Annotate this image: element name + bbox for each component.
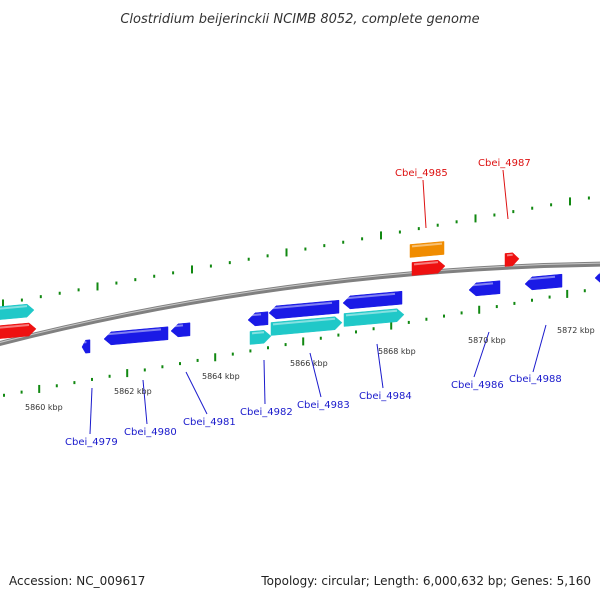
gene-feature[interactable] xyxy=(170,322,191,338)
gene-feature[interactable] xyxy=(103,326,169,346)
gene-label[interactable]: Cbei_4987 xyxy=(478,158,531,169)
map-title: Clostridium beijerinckii NCIMB 8052, com… xyxy=(120,12,479,27)
gene-feature-shine xyxy=(413,261,439,266)
gene-feature-shine xyxy=(270,301,333,310)
gene-feature[interactable] xyxy=(247,311,269,327)
gene-label[interactable]: Cbei_4985 xyxy=(395,168,448,179)
gene-feature-shine xyxy=(344,292,396,300)
gene-label[interactable]: Cbei_4983 xyxy=(297,400,350,411)
leader-line xyxy=(185,371,208,415)
gene-feature[interactable] xyxy=(411,259,446,276)
leader-line xyxy=(473,331,490,378)
genome-summary-text: Topology: circular; Length: 6,000,632 bp… xyxy=(261,574,591,588)
gene-feature-shine xyxy=(411,242,443,248)
gene-feature-shine xyxy=(0,305,28,310)
gene-label[interactable]: Cbei_4980 xyxy=(124,427,177,438)
outer-tick-track xyxy=(2,196,590,308)
gene-feature-shine xyxy=(345,309,398,317)
gene-feature-shine xyxy=(105,328,162,336)
leader-line xyxy=(532,324,547,373)
leader-line xyxy=(502,169,509,220)
gene-label[interactable]: Cbei_4979 xyxy=(65,437,118,448)
coordinate-label: 5868 kbp xyxy=(378,347,416,356)
coordinate-label: 5860 kbp xyxy=(25,403,63,412)
gene-label[interactable]: Cbei_4986 xyxy=(451,380,504,391)
leader-line xyxy=(263,359,266,405)
label-leader-lines xyxy=(89,169,547,435)
gene-feature[interactable] xyxy=(524,273,563,291)
gene-feature[interactable] xyxy=(343,308,405,327)
gene-feature[interactable] xyxy=(468,280,501,297)
gene-feature-shine xyxy=(596,272,600,275)
gene-feature[interactable] xyxy=(268,299,340,320)
gene-label[interactable]: Cbei_4981 xyxy=(183,417,236,428)
leader-line xyxy=(376,343,384,389)
gene-labels: Cbei_4979 Cbei_4980 Cbei_4981 Cbei_4982 Cbei… xyxy=(65,158,562,448)
genome-backbone xyxy=(0,261,600,347)
gene-feature[interactable] xyxy=(0,303,35,320)
coordinate-label: 5864 kbp xyxy=(202,372,240,381)
gene-feature-shine xyxy=(0,323,30,329)
coordinate-label: 5872 kbp xyxy=(557,326,595,335)
leader-line xyxy=(89,387,93,435)
inner-tick-track xyxy=(3,289,586,397)
gene-feature-shine xyxy=(470,282,494,287)
gene-feature-shine xyxy=(172,324,184,328)
leader-line xyxy=(422,179,427,229)
leader-line xyxy=(309,352,322,398)
coordinate-label: 5862 kbp xyxy=(114,387,152,396)
genome-backbone-highlight xyxy=(0,262,600,343)
leader-line xyxy=(142,379,148,425)
gene-feature[interactable] xyxy=(342,290,403,310)
gene-label[interactable]: Cbei_4988 xyxy=(509,374,562,385)
gene-feature[interactable] xyxy=(270,316,343,336)
gene-feature-shine xyxy=(272,317,336,326)
gene-feature[interactable] xyxy=(409,241,445,258)
gene-label[interactable]: Cbei_4982 xyxy=(240,407,293,418)
gene-feature-shine xyxy=(249,313,262,317)
gene-feature[interactable] xyxy=(81,339,91,354)
gene-feature[interactable] xyxy=(249,329,272,345)
gene-feature[interactable] xyxy=(594,270,600,284)
accession-text: Accession: NC_009617 xyxy=(9,574,146,588)
gene-feature-shine xyxy=(251,331,265,335)
gene-label[interactable]: Cbei_4984 xyxy=(359,391,412,402)
coordinate-labels: 5860 kbp 5862 kbp 5864 kbp 5866 kbp 5868 kbp… xyxy=(25,326,595,412)
coordinate-label: 5870 kbp xyxy=(468,336,506,345)
gene-feature[interactable] xyxy=(0,322,37,340)
coordinate-label: 5866 kbp xyxy=(290,359,328,368)
gene-features xyxy=(0,241,600,354)
gene-feature-shine xyxy=(526,275,556,281)
gene-feature-shine xyxy=(506,253,513,257)
gene-feature[interactable] xyxy=(504,252,520,267)
